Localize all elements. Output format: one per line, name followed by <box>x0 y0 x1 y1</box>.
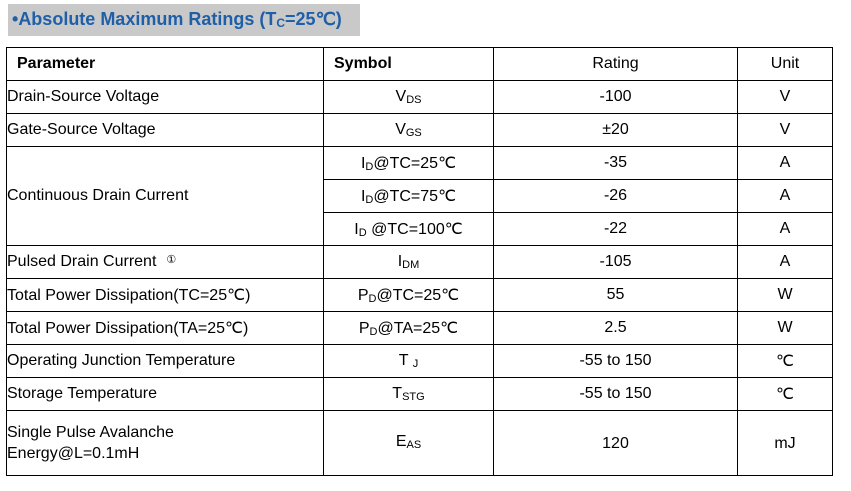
row-rating: -55 to 150 <box>493 377 738 411</box>
table-row: Gate-Source Voltage VGS ±20 V <box>6 113 833 147</box>
row-parameter: Continuous Drain Current <box>6 146 324 246</box>
row-unit: V <box>737 113 833 147</box>
row-rating: -105 <box>493 245 738 279</box>
row-rating: 55 <box>493 278 738 312</box>
table-row: Operating Junction Temperature T J -55 t… <box>6 344 833 378</box>
row-symbol: EAS <box>323 410 494 476</box>
row-symbol: PD@TC=25℃ <box>323 278 494 312</box>
row-rating: 120 <box>493 410 738 476</box>
row-parameter: Gate-Source Voltage <box>6 113 324 147</box>
row-unit: W <box>737 278 833 312</box>
row-unit: A <box>737 212 833 246</box>
row-parameter: Pulsed Drain Current ① <box>6 245 324 279</box>
row-unit: A <box>737 146 833 180</box>
row-symbol: VGS <box>323 113 494 147</box>
table-row: Storage Temperature TSTG -55 to 150 ℃ <box>6 377 833 411</box>
row-rating: -100 <box>493 80 738 114</box>
row-unit: A <box>737 245 833 279</box>
row-symbol: ID@TC=25℃ <box>323 146 494 180</box>
row-parameter: Total Power Dissipation(TA=25℃) <box>6 311 324 345</box>
row-symbol: PD@TA=25℃ <box>323 311 494 345</box>
row-parameter: Operating Junction Temperature <box>6 344 324 378</box>
row-symbol: TSTG <box>323 377 494 411</box>
table-row: Total Power Dissipation(TC=25℃) PD@TC=25… <box>6 278 833 312</box>
footnote-marker: ① <box>166 254 177 266</box>
table-header-row: Parameter Symbol Rating Unit <box>6 47 833 81</box>
table-row: Drain-Source Voltage VDS -100 V <box>6 80 833 114</box>
row-parameter: Total Power Dissipation(TC=25℃) <box>6 278 324 312</box>
header-rating: Rating <box>493 47 738 81</box>
table-row: Single Pulse Avalanche Energy@L=0.1mH EAS… <box>6 410 833 476</box>
row-unit: ℃ <box>737 377 833 411</box>
title-bullet: • <box>12 9 19 29</box>
header-symbol: Symbol <box>323 47 494 81</box>
title-text: Absolute Maximum Ratings <box>18 9 255 29</box>
header-unit: Unit <box>737 47 833 81</box>
table-row: Pulsed Drain Current ① IDM -105 A <box>6 245 833 279</box>
row-parameter: Drain-Source Voltage <box>6 80 324 114</box>
row-symbol: T J <box>323 344 494 378</box>
row-rating: 2.5 <box>493 311 738 345</box>
row-symbol: VDS <box>323 80 494 114</box>
row-rating: -55 to 150 <box>493 344 738 378</box>
row-symbol: ID @TC=100℃ <box>323 212 494 246</box>
row-unit: mJ <box>737 410 833 476</box>
table-row: ID @TC=100℃ -22 A <box>7 212 833 246</box>
row-unit: V <box>737 80 833 114</box>
table-row: Total Power Dissipation(TA=25℃) PD@TA=25… <box>6 311 833 345</box>
row-rating: ±20 <box>493 113 738 147</box>
absolute-max-ratings-table: Parameter Symbol Rating Unit Drain-Sourc… <box>6 47 833 476</box>
row-symbol: ID@TC=75℃ <box>323 179 494 213</box>
row-symbol: IDM <box>323 245 494 279</box>
table-row: Continuous Drain Current ID@TC=25℃ -35 A <box>6 146 833 246</box>
title-condition: (TC=25℃) <box>259 9 342 30</box>
row-parameter: Single Pulse Avalanche Energy@L=0.1mH <box>6 410 324 476</box>
row-rating: -22 <box>493 212 738 246</box>
row-rating: -26 <box>493 179 738 213</box>
row-rating: -35 <box>493 146 738 180</box>
section-title: •Absolute Maximum Ratings (TC=25℃) <box>12 9 342 30</box>
row-unit: ℃ <box>737 344 833 378</box>
row-unit: A <box>737 179 833 213</box>
section-title-bar: •Absolute Maximum Ratings (TC=25℃) <box>8 4 360 36</box>
row-unit: W <box>737 311 833 345</box>
header-parameter: Parameter <box>6 47 324 81</box>
row-parameter: Storage Temperature <box>6 377 324 411</box>
